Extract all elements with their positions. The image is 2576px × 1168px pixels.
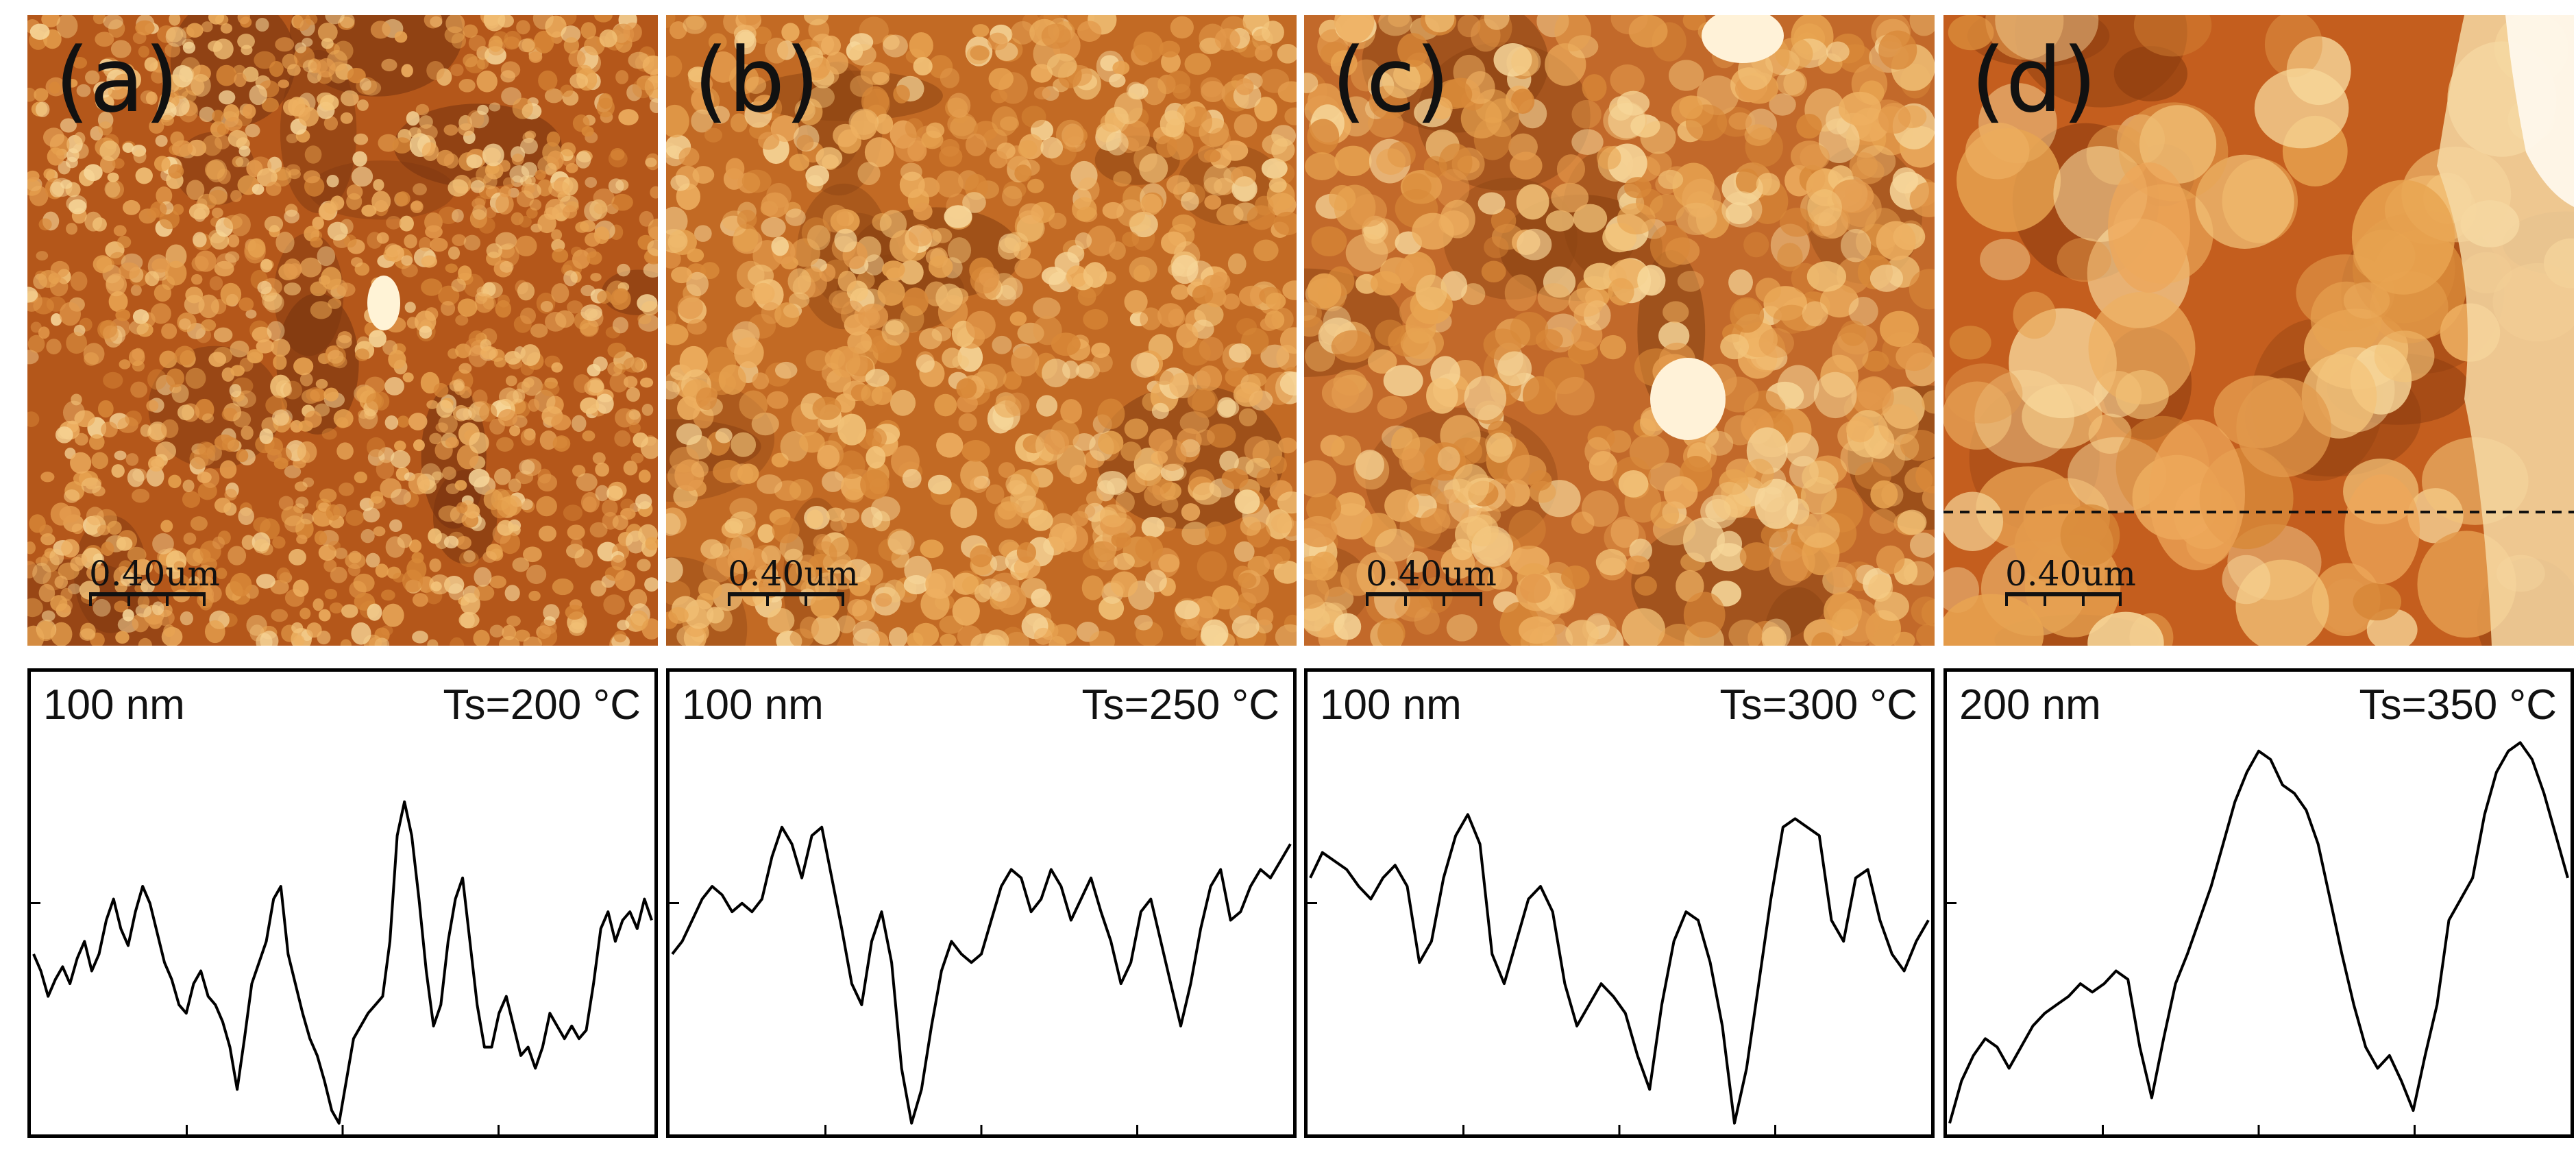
substrate-temperature-label: Ts=350 °C [2359,681,2557,729]
afm-topography-c [1304,15,1935,646]
panel-label: (a) [55,28,180,132]
scale-bar-tick [2005,592,2008,606]
height-profile-b: 100 nm Ts=250 °C [666,668,1297,1138]
substrate-temperature-label: Ts=250 °C [1081,681,1279,729]
afm-image-d: (d) 0.40um [1943,15,2574,646]
scale-bar-line [1366,592,1482,596]
scale-bar-label: 0.40um [1366,554,1497,594]
height-scale-label: 100 nm [682,681,824,729]
scale-bar-label: 0.40um [89,554,220,594]
scale-bar-tick [1366,592,1369,606]
afm-topography-b [666,15,1297,646]
scale-bar-tick [842,592,844,606]
substrate-temperature-label: Ts=300 °C [1719,681,1917,729]
height-scale-label: 100 nm [1320,681,1462,729]
scale-bar-tick [2044,592,2046,606]
scale-bar-tick [2082,592,2085,606]
scale-bar: 0.40um [2005,557,2136,606]
scale-bar: 0.40um [728,557,859,606]
scale-bar-tick [2119,592,2122,606]
scale-bar-label: 0.40um [2005,554,2136,594]
scale-bar-line [2005,592,2122,596]
scale-bar-tick [766,592,769,606]
scale-bar-line [89,592,206,596]
panel-label: (c) [1332,28,1450,132]
afm-image-c: (c) 0.40um [1304,15,1935,646]
scale-bar-tick [166,592,169,606]
panel-label: (d) [1971,28,2097,132]
height-scale-label: 100 nm [43,681,185,729]
scale-bar-tick [89,592,92,606]
profile-line [671,825,1292,1125]
scale-bar-tick [203,592,206,606]
panel-label: (b) [694,28,820,132]
profile-line [1948,741,2569,1124]
height-profile-c: 100 nm Ts=300 °C [1304,668,1935,1138]
scale-bar: 0.40um [1366,557,1497,606]
scale-bar-label: 0.40um [728,554,859,594]
height-scale-label: 200 nm [1959,681,2101,729]
scale-bar-tick [127,592,130,606]
afm-image-b: (b) 0.40um [666,15,1297,646]
scale-bar-tick [1480,592,1482,606]
scale-bar-tick [1443,592,1445,606]
afm-topography-d [1943,15,2574,646]
afm-topography-a [27,15,658,646]
height-profile-a: 100 nm Ts=200 °C [27,668,658,1138]
afm-image-a: (a) 0.40um [27,15,658,646]
substrate-temperature-label: Ts=200 °C [443,681,641,729]
height-profile-d: 200 nm Ts=350 °C [1943,668,2574,1138]
scale-bar-tick [728,592,731,606]
scale-bar-tick [1404,592,1407,606]
scale-bar-tick [805,592,807,606]
profile-line [32,800,653,1125]
profile-line [1309,813,1930,1125]
scale-bar-line [728,592,844,596]
scale-bar: 0.40um [89,557,220,606]
